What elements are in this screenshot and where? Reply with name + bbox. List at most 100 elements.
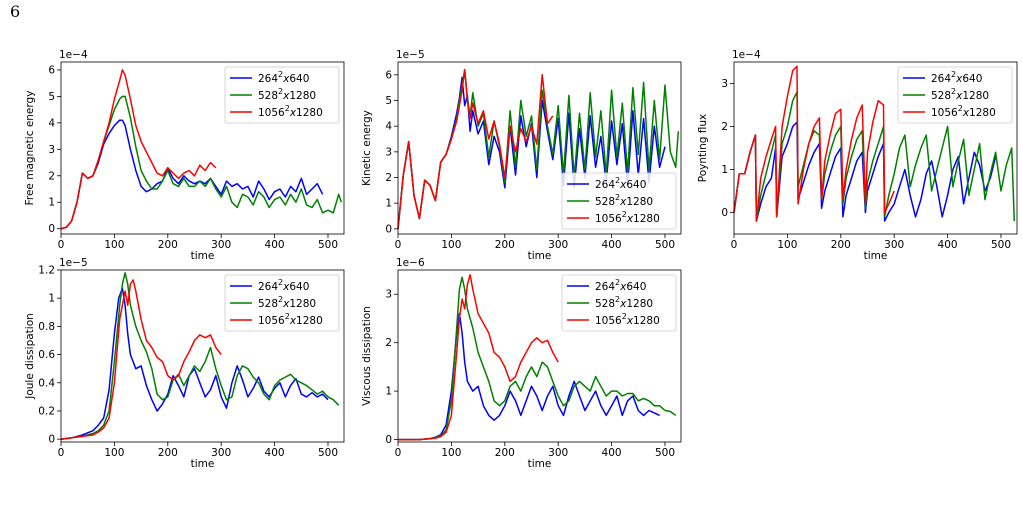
y-tick-label: 3 — [385, 146, 392, 158]
legend-label-2: 10562x1280 — [258, 312, 323, 327]
x-tick-label: 100 — [104, 447, 124, 459]
y-tick-label: 0 — [48, 434, 55, 446]
legend-label-1: 5282x1280 — [595, 193, 653, 208]
x-tick-label: 100 — [441, 239, 461, 251]
x-tick-label: 200 — [158, 447, 178, 459]
x-tick-label: 400 — [938, 239, 958, 251]
x-tick-label: 500 — [318, 239, 338, 251]
y-tick-label: 4 — [385, 121, 392, 133]
x-axis-label: time — [528, 250, 552, 262]
series-line-2 — [398, 274, 559, 441]
y-axis-label: Viscous dissipation — [361, 306, 373, 406]
y-tick-label: 6 — [385, 69, 392, 81]
legend-box — [561, 274, 677, 332]
legend-label-1: 5282x1280 — [931, 87, 989, 102]
legend-label-0: 2642x640 — [258, 70, 309, 85]
x-tick-label: 0 — [58, 239, 65, 251]
scale-label: 1e−5 — [59, 257, 88, 269]
y-tick-label: 0 — [48, 223, 55, 235]
x-tick-label: 200 — [831, 239, 851, 251]
x-tick-label: 100 — [441, 447, 461, 459]
y-tick-label: 5 — [48, 91, 55, 103]
x-axis-label: time — [191, 250, 215, 262]
scale-label: 1e−6 — [396, 257, 425, 269]
x-tick-label: 500 — [655, 447, 675, 459]
x-tick-label: 300 — [548, 239, 568, 251]
x-tick-label: 0 — [395, 447, 402, 459]
y-tick-label: 1 — [385, 198, 392, 210]
legend-label-2: 10562x1280 — [931, 104, 996, 119]
series-line-2 — [733, 65, 895, 222]
y-tick-label: 1 — [385, 386, 392, 398]
x-axis-label: time — [528, 458, 552, 470]
x-tick-label: 400 — [602, 447, 622, 459]
x-tick-label: 500 — [991, 239, 1011, 251]
legend-label-1: 5282x1280 — [595, 295, 653, 310]
legend-box — [224, 274, 340, 332]
legend-box — [224, 66, 340, 124]
x-tick-label: 300 — [884, 239, 904, 251]
x-tick-label: 200 — [158, 239, 178, 251]
y-tick-label: 1.2 — [38, 265, 55, 277]
series-line-1 — [398, 276, 677, 441]
x-tick-label: 300 — [548, 447, 568, 459]
series-line-2 — [60, 69, 217, 230]
x-tick-label: 300 — [211, 239, 231, 251]
y-tick-label: 2 — [385, 337, 392, 349]
series-line-2 — [397, 68, 554, 229]
y-tick-label: 3 — [48, 144, 55, 156]
series-line-1 — [60, 272, 340, 440]
y-tick-label: 3 — [721, 78, 728, 90]
scale-label: 1e−4 — [59, 49, 88, 61]
plot-frame — [397, 61, 682, 235]
legend-label-0: 2642x640 — [931, 70, 982, 85]
legend-label-2: 10562x1280 — [258, 104, 323, 119]
y-axis-label: Free magnetic energy — [24, 91, 36, 206]
series-line-0 — [60, 119, 324, 230]
legend-label-0: 2642x640 — [595, 278, 646, 293]
panel-poynting-flux: 0 100 200 300 400 500 0 1 2 3 time Poynting flux 1e−… — [697, 49, 1018, 262]
y-tick-label: 4 — [48, 117, 55, 129]
y-tick-label: 2 — [48, 170, 55, 182]
y-tick-label: 1 — [48, 197, 55, 209]
y-tick-label: 2 — [385, 172, 392, 184]
plot-frame — [397, 269, 682, 443]
x-tick-label: 500 — [318, 447, 338, 459]
x-axis-label: time — [191, 458, 215, 470]
x-tick-label: 0 — [58, 447, 65, 459]
y-tick-label: 0.2 — [38, 405, 55, 417]
x-tick-label: 300 — [211, 447, 231, 459]
legend-label-1: 5282x1280 — [258, 295, 316, 310]
legend-label-0: 2642x640 — [595, 176, 646, 191]
plot-frame — [733, 61, 1018, 235]
x-tick-label: 400 — [265, 239, 285, 251]
legend-label-0: 2642x640 — [258, 278, 309, 293]
y-tick-label: 1 — [48, 293, 55, 305]
x-tick-label: 400 — [265, 447, 285, 459]
legend-label-1: 5282x1280 — [258, 87, 316, 102]
y-tick-label: 0.4 — [38, 377, 55, 389]
x-tick-label: 100 — [777, 239, 797, 251]
legend-box — [897, 66, 1013, 124]
x-tick-label: 500 — [655, 239, 675, 251]
legend-label-2: 10562x1280 — [595, 210, 660, 225]
legend-label-2: 10562x1280 — [595, 312, 660, 327]
x-tick-label: 0 — [731, 239, 738, 251]
x-axis-label: time — [864, 250, 888, 262]
y-tick-label: 0 — [385, 223, 392, 235]
y-tick-label: 1 — [721, 164, 728, 176]
y-tick-label: 0 — [385, 434, 392, 446]
panel-kinetic-energy: 0 100 200 300 400 500 0 1 2 3 4 5 6 time Kinetic energ… — [361, 49, 682, 262]
y-tick-label: 6 — [48, 64, 55, 76]
x-tick-label: 0 — [395, 239, 402, 251]
x-tick-label: 200 — [495, 447, 515, 459]
y-tick-label: 3 — [385, 289, 392, 301]
y-axis-label: Kinetic energy — [361, 110, 373, 186]
panel-free-magnetic-energy: 0 100 200 300 400 500 0 1 2 3 4 5 6 time Free magnetic… — [24, 49, 345, 262]
scale-label: 1e−5 — [396, 49, 425, 61]
series-line-2 — [60, 279, 222, 440]
plot-frame — [60, 61, 345, 235]
y-tick-label: 5 — [385, 95, 392, 107]
y-tick-label: 0 — [721, 207, 728, 219]
